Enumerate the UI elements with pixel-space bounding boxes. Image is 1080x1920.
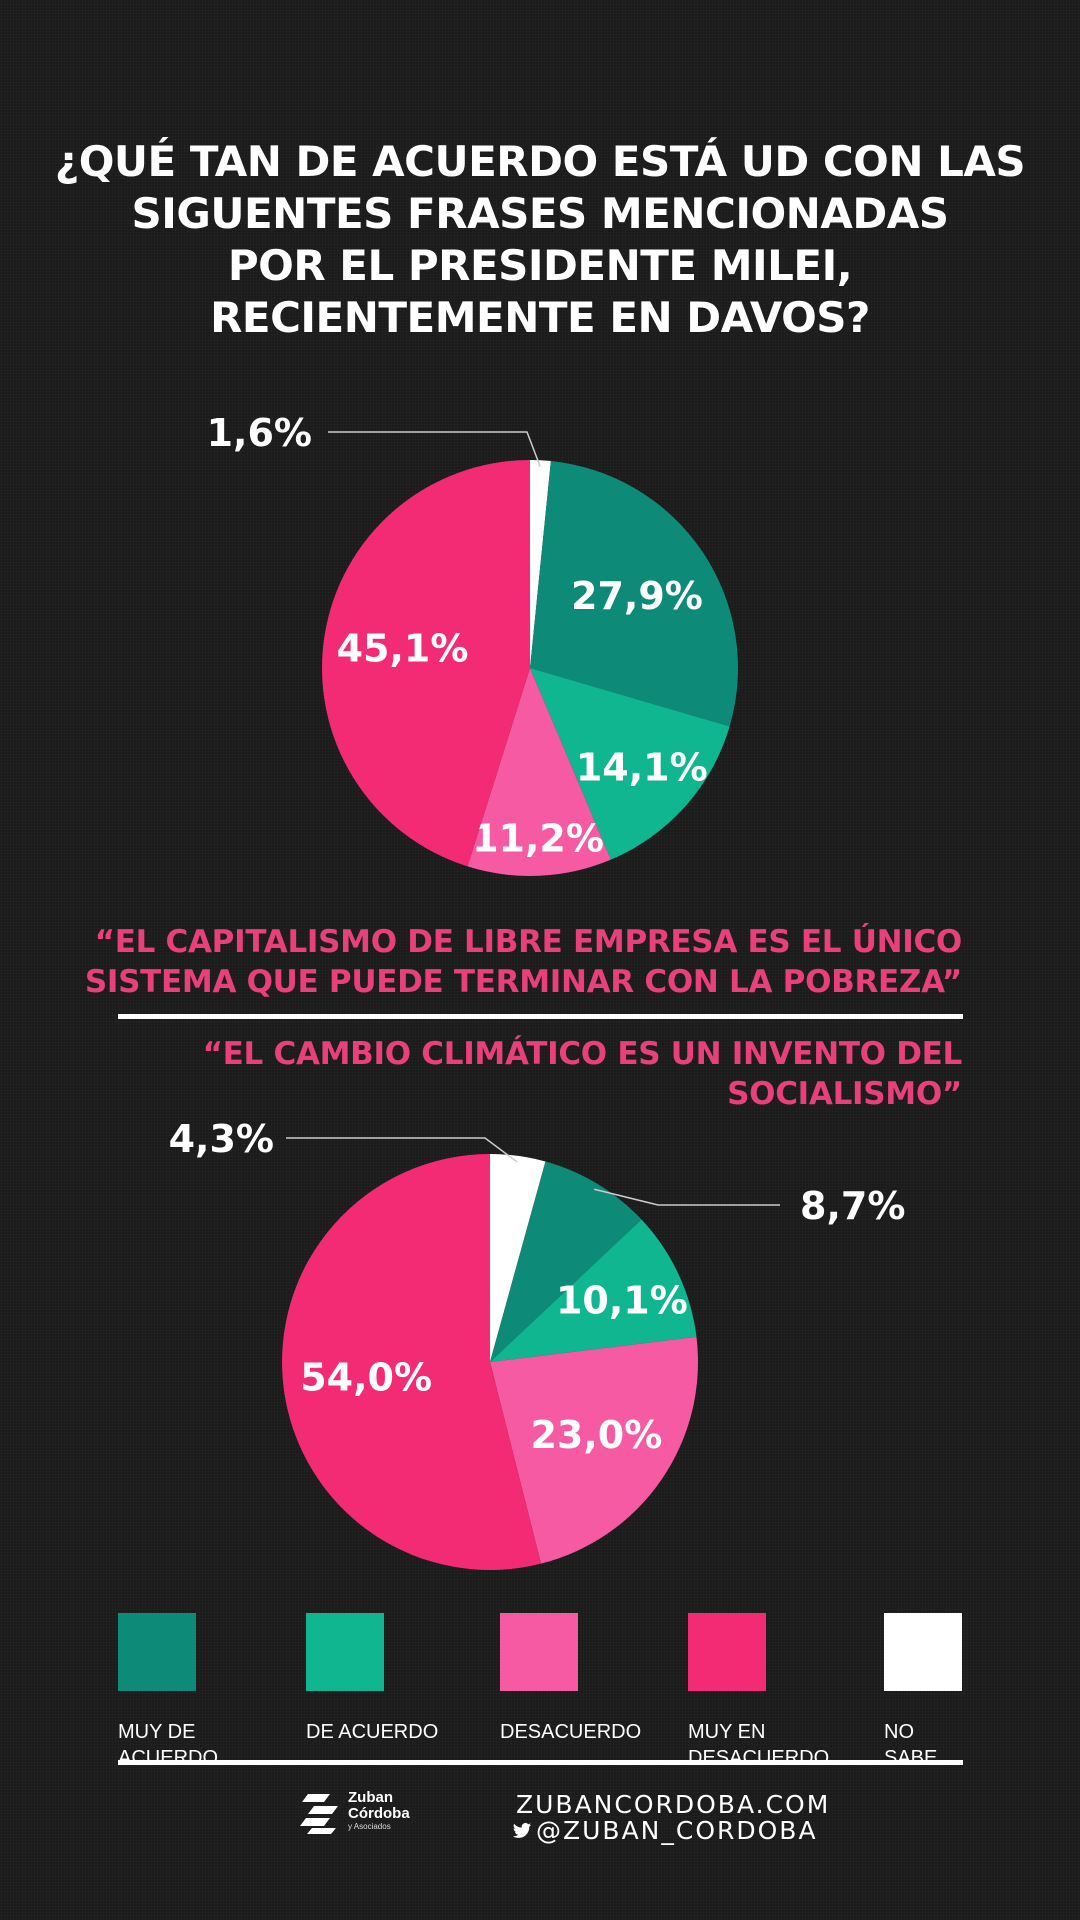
title-line: POR EL PRESIDENTE MILEI, [227,241,853,290]
logo-icon [300,1794,338,1834]
website-link[interactable]: ZUBANCORDOBA.COM [516,1790,831,1819]
logo-line: Zuban [348,1789,393,1806]
pie-slice-desacuerdo [490,1336,698,1564]
pie-slice-muy-de-acuerdo [530,461,738,727]
slice-label-desacuerdo: 11,2% [472,816,604,860]
legend-label-line: DESACUERDO [688,1747,830,1769]
legend-label-line: NO [884,1721,914,1743]
legend-item-desacuerdo: DESACUERDO [500,1613,650,1745]
page-title: ¿QUÉ TAN DE ACUERDO ESTÁ UD CON LAS SIGU… [40,136,1040,344]
legend-label: DE ACUERDO [306,1719,456,1745]
quote-line: “EL CAPITALISMO DE LIBRE EMPRESA ES EL Ú… [94,924,963,960]
slice-label-muy-en-desacuerdo: 45,1% [337,626,469,670]
legend-label-line: SABE [884,1747,938,1769]
legend-swatch [688,1613,766,1691]
legend-item-muy-en-desacuerdo: MUY EN DESACUERDO [688,1613,838,1771]
legend-label-line: DE ACUERDO [306,1721,439,1743]
divider [118,1760,963,1765]
pie-slice-de-acuerdo [530,668,730,860]
leader-line [594,1188,780,1206]
legend-label-line: ACUERDO [118,1747,219,1769]
pie-slice-de-acuerdo [490,1219,697,1362]
title-line: SIGUENTES FRASES MENCIONADAS [131,189,949,238]
legend-label-line: DESACUERDO [500,1721,642,1743]
pie-slice-muy-de-acuerdo [490,1161,642,1362]
slice-label-de-acuerdo: 10,1% [556,1278,688,1322]
pie-slice-no-sabe [490,1154,546,1362]
legend-label-line: MUY DE [118,1721,196,1743]
quote-capitalismo: “EL CAPITALISMO DE LIBRE EMPRESA ES EL Ú… [62,922,962,1002]
quote-line: SISTEMA QUE PUEDE TERMINAR CON LA POBREZ… [84,964,962,1000]
legend-label-line: MUY EN [688,1721,766,1743]
legend-item-de-acuerdo: DE ACUERDO [306,1613,456,1745]
legend-swatch [306,1613,384,1691]
pie-chart-cambio-climatico: 4,3% 8,7% 10,1% 23,0% 54,0% [169,1117,905,1570]
slice-label-desacuerdo: 23,0% [530,1413,662,1457]
logo-text: Zuban Córdoba y Asociados [348,1790,410,1832]
pie-slice-muy-en-desacuerdo [321,459,530,867]
slice-label-muy-en-desacuerdo: 54,0% [300,1355,432,1399]
leader-line [286,1137,518,1163]
divider [118,1014,963,1019]
pie-slice-desacuerdo [467,668,611,877]
slice-label-de-acuerdo: 14,1% [576,746,708,790]
legend-item-muy-de-acuerdo: MUY DE ACUERDO [118,1613,268,1771]
pie-slice-no-sabe [530,460,551,668]
quote-line: SOCIALISMO” [727,1076,962,1112]
slice-label-muy-de-acuerdo: 8,7% [800,1184,905,1228]
twitter-bird-icon [512,1823,532,1838]
pie-slice-muy-en-desacuerdo [282,1154,542,1570]
pie-chart-capitalismo: 1,6% 27,9% 14,1% 11,2% 45,1% [207,411,738,877]
legend-swatch [500,1613,578,1691]
slice-label-no-sabe: 4,3% [169,1117,274,1161]
logo-line: Córdoba [348,1805,410,1822]
twitter-handle[interactable]: @ZUBAN_CORDOBA [512,1816,818,1846]
legend-item-no-sabe: NO SABE [884,1613,1034,1771]
quote-cambio-climatico: “EL CAMBIO CLIMÁTICO ES UN INVENTO DEL S… [62,1034,963,1114]
title-line: ¿QUÉ TAN DE ACUERDO ESTÁ UD CON LAS [54,137,1026,186]
legend-label: DESACUERDO [500,1719,650,1745]
leader-line [328,431,541,467]
twitter-handle-text: @ZUBAN_CORDOBA [536,1816,818,1845]
slice-label-no-sabe: 1,6% [207,411,312,455]
quote-line: “EL CAMBIO CLIMÁTICO ES UN INVENTO DEL [202,1036,963,1072]
slice-label-muy-de-acuerdo: 27,9% [571,574,703,618]
legend-swatch [884,1613,962,1691]
legend-swatch [118,1613,196,1691]
zuban-cordoba-logo: Zuban Córdoba y Asociados [300,1790,420,1840]
title-line: RECIENTEMENTE EN DAVOS? [210,293,870,342]
logo-line: y Asociados [348,1822,391,1831]
